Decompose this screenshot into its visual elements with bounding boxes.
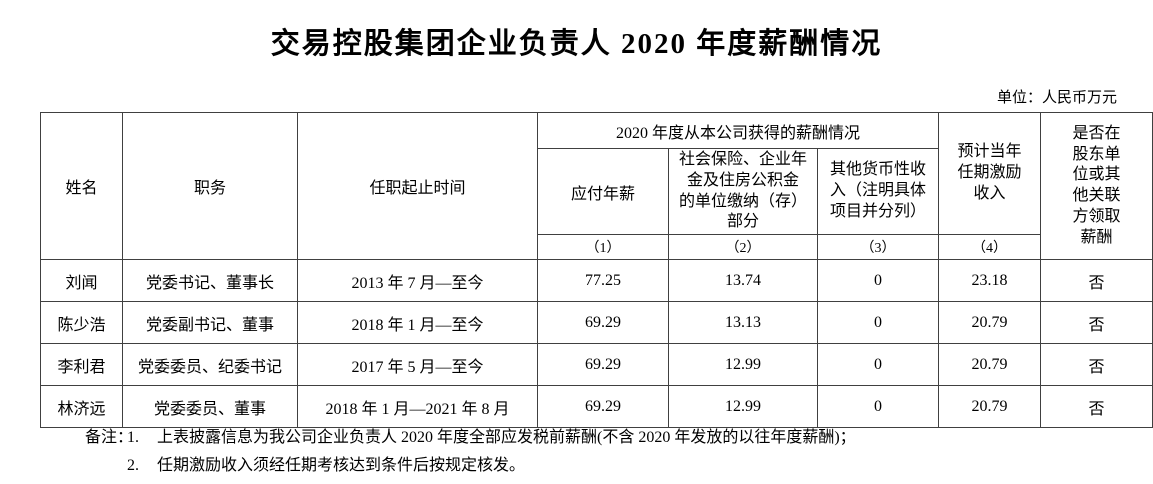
footnote-number: 1.	[127, 429, 139, 446]
cell-other: 0	[816, 301, 940, 345]
cell-salary: 69.29	[537, 301, 669, 345]
footnote-label-spacer	[85, 452, 127, 480]
header-row-sub: 应付年薪 社会保险、企业年 金及住房公积金 的单位缴纳（存） 部分 其他货币性收…	[41, 147, 1153, 236]
col-header-name: 姓名	[40, 111, 123, 261]
cell-position: 党委委员、纪委书记	[122, 343, 298, 387]
footnote-line-2: 2. 任期激励收入须经任期考核达到条件后按规定核发。	[85, 452, 856, 480]
cell-social: 13.74	[668, 259, 818, 303]
col-header-position: 职务	[122, 111, 298, 261]
cell-incentive: 20.79	[938, 301, 1042, 345]
col-header-comp-group: 2020 年度从本公司获得的薪酬情况	[536, 112, 940, 149]
table-row: 陈少浩 党委副书记、董事 2018 年 1 月—至今 69.29 13.13 0…	[40, 301, 1153, 345]
footnotes: 备注： 1. 上表披露信息为我公司企业负责人 2020 年度全部应发税前薪酬(不…	[85, 424, 856, 480]
col-header-other: 其他货币性收 入（注明具体 项目并分列）	[816, 147, 940, 236]
cell-name: 刘闻	[40, 259, 123, 303]
cell-name: 李利君	[40, 343, 123, 387]
cell-tenure: 2013 年 7 月—至今	[297, 259, 538, 303]
footnote-label: 备注：	[85, 429, 134, 446]
footnote-text: 上表披露信息为我公司企业负责人 2020 年度全部应发税前薪酬(不含 2020 …	[157, 429, 856, 446]
footnote-text: 任期激励收入须经任期考核达到条件后按规定核发。	[157, 457, 526, 474]
header-row-group: 姓名 职务 任职起止时间 2020 年度从本公司获得的薪酬情况 预计当年 任期激…	[40, 111, 1153, 261]
col-num-1: （1）	[537, 234, 669, 261]
cell-shareholder: 否	[1040, 301, 1153, 345]
cell-shareholder: 否	[1040, 343, 1153, 387]
table-row: 林济远 党委委员、董事 2018 年 1 月—2021 年 8 月 69.29 …	[40, 385, 1153, 429]
cell-shareholder: 否	[1040, 259, 1153, 303]
cell-shareholder: 否	[1040, 385, 1153, 429]
cell-incentive: 20.79	[938, 343, 1042, 387]
cell-tenure: 2018 年 1 月—至今	[297, 301, 538, 345]
cell-social: 13.13	[668, 301, 818, 345]
col-num-3: （3）	[816, 234, 940, 261]
cell-salary: 69.29	[537, 385, 669, 429]
footnote-number: 2.	[127, 457, 139, 474]
footnote-line-1: 备注： 1. 上表披露信息为我公司企业负责人 2020 年度全部应发税前薪酬(不…	[85, 424, 856, 452]
cell-incentive: 23.18	[938, 259, 1042, 303]
cell-salary: 69.29	[537, 343, 669, 387]
cell-position: 党委副书记、董事	[122, 301, 298, 345]
header-row-numbers: （1） （2） （3） （4）	[41, 234, 1153, 261]
cell-incentive: 20.79	[938, 385, 1042, 429]
page-title: 交易控股集团企业负责人 2020 年度薪酬情况	[270, 28, 883, 60]
col-header-social: 社会保险、企业年 金及住房公积金 的单位缴纳（存） 部分	[668, 147, 818, 236]
compensation-table: 姓名 职务 任职起止时间 2020 年度从本公司获得的薪酬情况 预计当年 任期激…	[40, 111, 1153, 429]
cell-other: 0	[816, 259, 940, 303]
cell-other: 0	[816, 343, 940, 387]
unit-label: 单位：人民币万元	[996, 90, 1117, 106]
cell-tenure: 2017 年 5 月—至今	[297, 343, 538, 387]
cell-position: 党委委员、董事	[122, 385, 298, 429]
table-row: 刘闻 党委书记、董事长 2013 年 7 月—至今 77.25 13.74 0 …	[40, 259, 1153, 303]
col-header-salary: 应付年薪	[537, 147, 669, 236]
col-header-shareholder: 是否在 股东单 位或其 他关联 方领取 薪酬	[1040, 111, 1153, 261]
cell-name: 陈少浩	[40, 301, 123, 345]
cell-other: 0	[816, 385, 940, 429]
cell-tenure: 2018 年 1 月—2021 年 8 月	[297, 385, 538, 429]
col-header-incentive: 预计当年 任期激励 收入	[938, 111, 1042, 236]
cell-name: 林济远	[40, 385, 123, 429]
cell-social: 12.99	[668, 385, 818, 429]
cell-salary: 77.25	[537, 259, 669, 303]
cell-position: 党委书记、董事长	[122, 259, 298, 303]
cell-social: 12.99	[668, 343, 818, 387]
col-num-4: （4）	[938, 234, 1042, 261]
table-row: 李利君 党委委员、纪委书记 2017 年 5 月—至今 69.29 12.99 …	[40, 343, 1153, 387]
col-num-2: （2）	[668, 234, 818, 261]
col-header-tenure: 任职起止时间	[297, 111, 538, 261]
